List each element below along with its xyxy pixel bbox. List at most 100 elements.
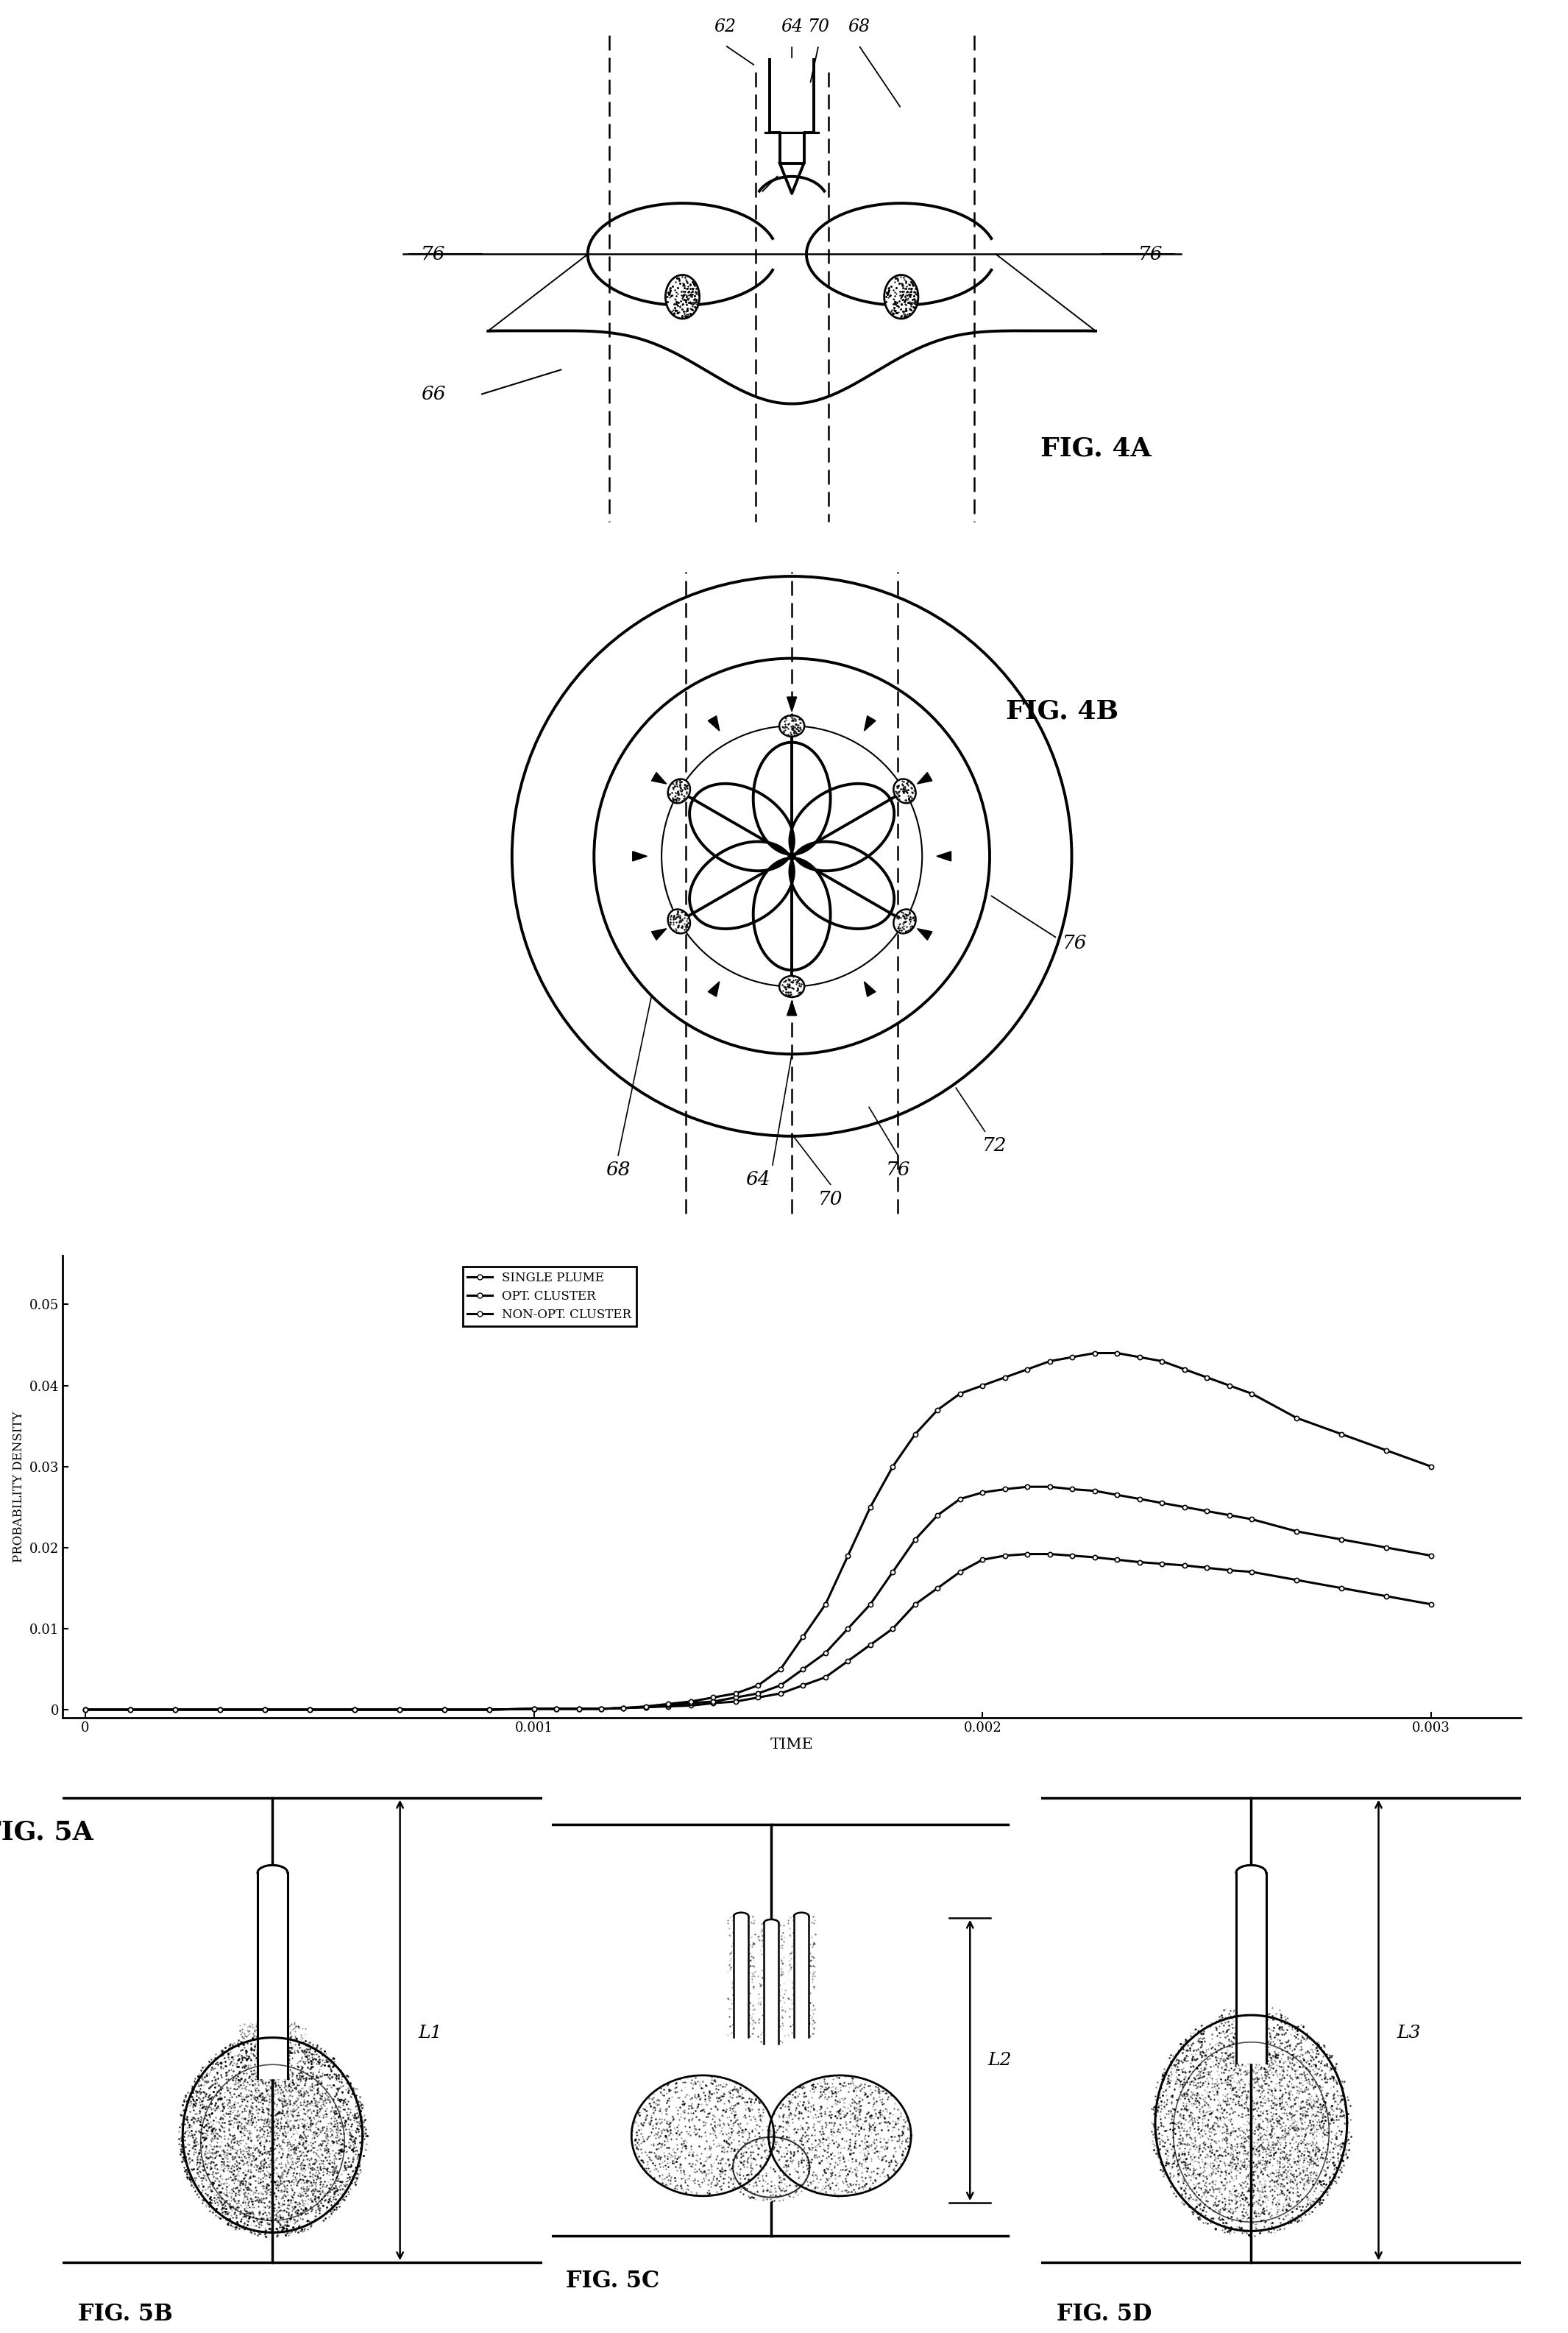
NON-OPT. CLUSTER — [726, 1680, 745, 1708]
NON-OPT. CLUSTER — [1085, 1339, 1104, 1367]
OPT. CLUSTER — [704, 1687, 723, 1715]
OPT. CLUSTER — [480, 1696, 499, 1724]
Polygon shape — [793, 1913, 809, 1915]
NON-OPT. CLUSTER — [524, 1694, 543, 1722]
NON-OPT. CLUSTER — [210, 1696, 229, 1724]
SINGLE PLUME — [390, 1696, 409, 1724]
SINGLE PLUME — [1287, 1565, 1306, 1593]
SINGLE PLUME — [1085, 1544, 1104, 1572]
Text: FIG. 4A: FIG. 4A — [1040, 436, 1151, 462]
Legend: SINGLE PLUME, OPT. CLUSTER, NON-OPT. CLUSTER: SINGLE PLUME, OPT. CLUSTER, NON-OPT. CLU… — [463, 1267, 637, 1325]
Text: 62: 62 — [713, 19, 735, 35]
NON-OPT. CLUSTER — [950, 1379, 969, 1407]
NON-OPT. CLUSTER — [121, 1696, 140, 1724]
OPT. CLUSTER — [121, 1696, 140, 1724]
SINGLE PLUME — [256, 1696, 274, 1724]
Text: 70: 70 — [818, 1190, 842, 1208]
NON-OPT. CLUSTER — [996, 1362, 1014, 1390]
SINGLE PLUME — [682, 1691, 701, 1719]
Ellipse shape — [779, 716, 804, 737]
SINGLE PLUME — [591, 1694, 610, 1722]
Polygon shape — [917, 772, 931, 784]
OPT. CLUSTER — [345, 1696, 364, 1724]
SINGLE PLUME — [1198, 1554, 1217, 1582]
NON-OPT. CLUSTER — [480, 1696, 499, 1724]
NON-OPT. CLUSTER — [974, 1372, 993, 1400]
Polygon shape — [936, 852, 952, 861]
NON-OPT. CLUSTER — [1152, 1346, 1171, 1374]
OPT. CLUSTER — [1198, 1498, 1217, 1526]
OPT. CLUSTER — [906, 1526, 925, 1554]
Polygon shape — [709, 982, 720, 996]
SINGLE PLUME — [299, 1696, 318, 1724]
SINGLE PLUME — [950, 1558, 969, 1586]
NON-OPT. CLUSTER — [166, 1696, 185, 1724]
NON-OPT. CLUSTER — [1198, 1362, 1217, 1390]
OPT. CLUSTER — [771, 1670, 790, 1698]
NON-OPT. CLUSTER — [1041, 1346, 1060, 1374]
NON-OPT. CLUSTER — [390, 1696, 409, 1724]
Text: 68: 68 — [605, 1162, 630, 1178]
OPT. CLUSTER — [1041, 1472, 1060, 1500]
OPT. CLUSTER — [390, 1696, 409, 1724]
NON-OPT. CLUSTER — [1377, 1437, 1396, 1465]
NON-OPT. CLUSTER — [1333, 1421, 1352, 1449]
Ellipse shape — [668, 779, 690, 803]
NON-OPT. CLUSTER — [1242, 1379, 1261, 1407]
SINGLE PLUME — [434, 1696, 453, 1724]
OPT. CLUSTER — [569, 1694, 588, 1722]
SINGLE PLUME — [1333, 1575, 1352, 1603]
OPT. CLUSTER — [1107, 1481, 1126, 1509]
Text: FIG. 5B: FIG. 5B — [78, 2303, 172, 2326]
Ellipse shape — [665, 275, 699, 320]
SINGLE PLUME — [1041, 1540, 1060, 1568]
Polygon shape — [764, 1920, 779, 1922]
Polygon shape — [709, 716, 720, 730]
NON-OPT. CLUSTER — [815, 1591, 834, 1619]
Text: FIG. 5A: FIG. 5A — [0, 1820, 94, 1845]
OPT. CLUSTER — [1422, 1542, 1441, 1570]
Polygon shape — [787, 698, 797, 712]
Polygon shape — [864, 982, 875, 996]
OPT. CLUSTER — [256, 1696, 274, 1724]
OPT. CLUSTER — [815, 1638, 834, 1666]
NON-OPT. CLUSTER — [682, 1687, 701, 1715]
Text: FIG. 5C: FIG. 5C — [566, 2270, 659, 2293]
SINGLE PLUME — [480, 1696, 499, 1724]
SINGLE PLUME — [615, 1694, 633, 1722]
OPT. CLUSTER — [1131, 1484, 1149, 1512]
OPT. CLUSTER — [1377, 1533, 1396, 1561]
NON-OPT. CLUSTER — [591, 1694, 610, 1722]
SINGLE PLUME — [1107, 1547, 1126, 1575]
OPT. CLUSTER — [1220, 1500, 1239, 1528]
OPT. CLUSTER — [299, 1696, 318, 1724]
OPT. CLUSTER — [1333, 1526, 1352, 1554]
OPT. CLUSTER — [996, 1474, 1014, 1502]
NON-OPT. CLUSTER — [704, 1684, 723, 1712]
SINGLE PLUME — [906, 1591, 925, 1619]
NON-OPT. CLUSTER — [1107, 1339, 1126, 1367]
Ellipse shape — [894, 910, 916, 933]
OPT. CLUSTER — [166, 1696, 185, 1724]
NON-OPT. CLUSTER — [434, 1696, 453, 1724]
OPT. CLUSTER — [1287, 1516, 1306, 1544]
SINGLE PLUME — [75, 1696, 94, 1724]
NON-OPT. CLUSTER — [1063, 1344, 1082, 1372]
OPT. CLUSTER — [839, 1614, 858, 1642]
Polygon shape — [734, 1913, 748, 1915]
NON-OPT. CLUSTER — [1422, 1453, 1441, 1481]
NON-OPT. CLUSTER — [1174, 1355, 1193, 1383]
SINGLE PLUME — [569, 1694, 588, 1722]
NON-OPT. CLUSTER — [883, 1453, 902, 1481]
NON-OPT. CLUSTER — [839, 1542, 858, 1570]
OPT. CLUSTER — [615, 1694, 633, 1722]
NON-OPT. CLUSTER — [569, 1694, 588, 1722]
NON-OPT. CLUSTER — [793, 1624, 812, 1652]
SINGLE PLUME — [1422, 1591, 1441, 1619]
SINGLE PLUME — [704, 1689, 723, 1717]
Ellipse shape — [779, 975, 804, 996]
NON-OPT. CLUSTER — [637, 1691, 655, 1719]
SINGLE PLUME — [1220, 1556, 1239, 1584]
OPT. CLUSTER — [928, 1500, 947, 1528]
OPT. CLUSTER — [682, 1689, 701, 1717]
